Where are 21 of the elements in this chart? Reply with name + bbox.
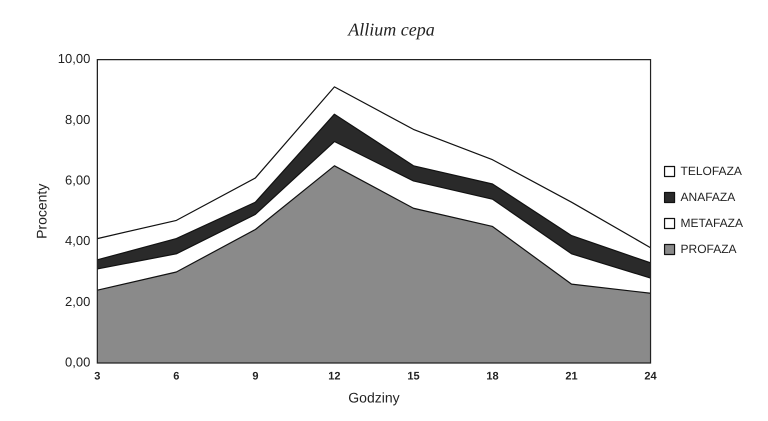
x-tick-label: 21: [565, 370, 578, 383]
x-tick-label: 3: [94, 370, 100, 383]
chart-title: Allium cepa: [347, 20, 435, 40]
x-tick-label: 9: [252, 370, 258, 383]
y-tick-label: 0,00: [65, 354, 90, 370]
x-axis-title: Godziny: [348, 389, 400, 406]
y-tick-label: 10,00: [58, 51, 90, 66]
legend-label: METAFAZA: [680, 216, 744, 230]
legend-label: ANAFAZA: [680, 190, 736, 204]
legend-label: TELOFAZA: [680, 164, 742, 178]
y-tick-label: 4,00: [65, 233, 90, 248]
x-tick-label: 24: [644, 370, 658, 383]
y-tick-label: 2,00: [65, 294, 90, 309]
y-axis-title: Procenty: [33, 184, 50, 239]
x-tick-label: 6: [173, 370, 180, 383]
x-tick-label: 18: [486, 370, 499, 383]
x-tick-label: 12: [328, 370, 341, 383]
y-tick-label: 8,00: [65, 112, 90, 127]
x-tick-label: 15: [407, 370, 420, 383]
y-tick-label: 6,00: [65, 172, 90, 188]
legend-label: PROFAZA: [680, 242, 737, 256]
